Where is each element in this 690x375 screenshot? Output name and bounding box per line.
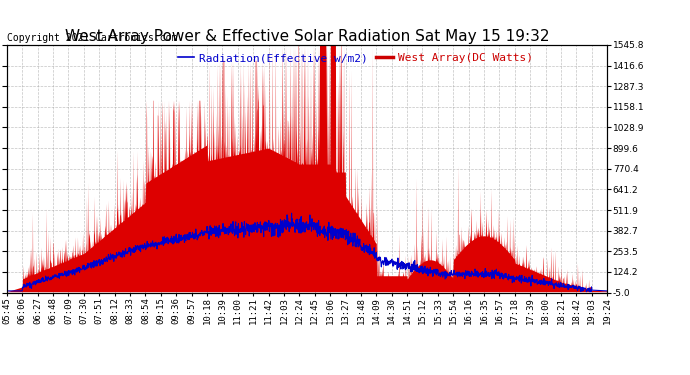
Legend: Radiation(Effective w/m2), West Array(DC Watts): Radiation(Effective w/m2), West Array(DC… (177, 53, 533, 63)
Title: West Array Power & Effective Solar Radiation Sat May 15 19:32: West Array Power & Effective Solar Radia… (65, 29, 549, 44)
Text: Copyright 2021 Cartronics.com: Copyright 2021 Cartronics.com (7, 33, 177, 43)
